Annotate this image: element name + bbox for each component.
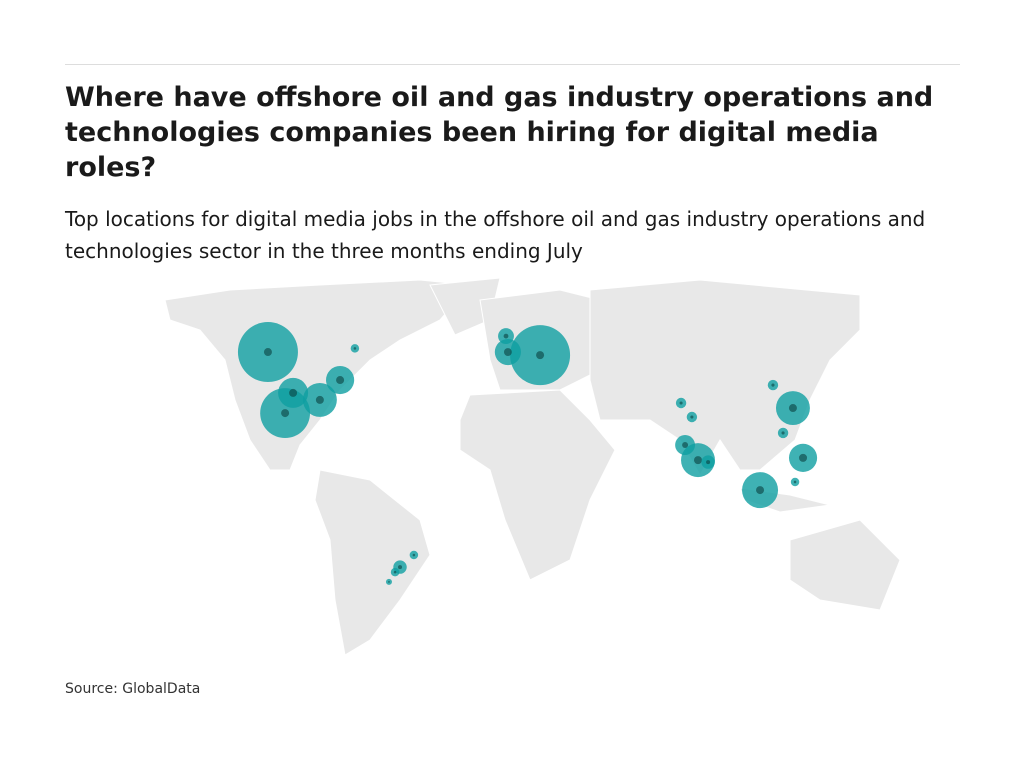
bubble-center	[793, 480, 797, 484]
africa	[459, 389, 616, 581]
title: Where have offshore oil and gas industry…	[65, 82, 934, 183]
bubble-center	[281, 409, 290, 418]
bubble-center	[398, 565, 403, 570]
bubble-center	[536, 351, 545, 360]
asia	[589, 279, 861, 477]
bubble-center	[756, 486, 765, 495]
australia	[789, 519, 901, 611]
north-america	[164, 279, 472, 471]
bubble-center	[771, 383, 775, 387]
bubble-center	[781, 431, 785, 435]
bubble-center	[412, 553, 416, 557]
bubble-center	[289, 388, 298, 397]
subtitle: Top locations for digital media jobs in …	[65, 207, 926, 263]
bubble-center	[679, 401, 683, 405]
bubble-center	[706, 460, 711, 465]
bubble-center	[263, 348, 272, 357]
bubble-center	[503, 333, 509, 339]
bubble-center	[393, 570, 397, 574]
bubble-center	[503, 348, 512, 356]
bubble-center	[315, 395, 324, 404]
bubble-center	[388, 581, 390, 583]
bubble-center	[788, 404, 797, 413]
bubble-center	[690, 415, 694, 419]
bubble-center	[353, 347, 357, 350]
bubble-center	[694, 456, 702, 465]
land	[164, 277, 901, 656]
bubbles	[237, 322, 818, 585]
top-rule	[65, 64, 960, 65]
bubble-center	[799, 453, 808, 462]
source: Source: GlobalData	[65, 681, 201, 697]
bubble-center	[682, 442, 689, 448]
south-america	[314, 469, 431, 656]
bubble-center	[336, 376, 345, 385]
